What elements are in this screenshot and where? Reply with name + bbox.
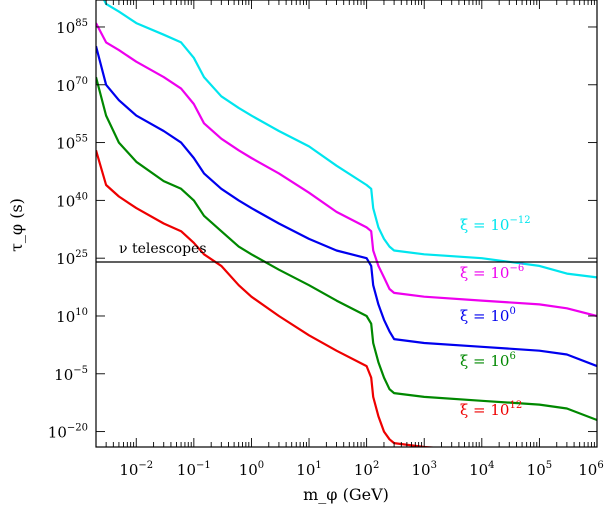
plot-border: [95, 0, 598, 448]
series-line: [96, 22, 597, 318]
series-line: [96, 149, 441, 447]
x-tick-label: 103: [411, 460, 436, 479]
y-tick-label: 1055: [56, 134, 88, 153]
series-label: ξ = 10−6: [460, 263, 524, 282]
y-tick-label: 1010: [56, 307, 88, 326]
x-tick-label: 101: [296, 460, 321, 479]
series-label: ξ = 100: [460, 306, 516, 325]
x-axis-ticks: 10−2 10−1 100 101 102 103 104 105 106: [95, 0, 604, 479]
x-tick-label: 10−2: [119, 460, 153, 479]
x-axis-label: m_φ (GeV): [303, 485, 389, 504]
x-tick-label: 10−1: [177, 460, 211, 479]
x-tick-label: 106: [578, 460, 603, 479]
series-label: ξ = 1012: [460, 400, 522, 419]
series-label: ξ = 10−12: [460, 215, 531, 234]
x-tick-label: 102: [354, 460, 379, 479]
y-tick-label: 10−5: [54, 365, 88, 384]
x-tick-label: 104: [469, 460, 494, 479]
y-tick-label: 1085: [56, 18, 88, 37]
x-tick-label: 105: [527, 460, 552, 479]
y-axis-ticks: 1085 1070 1055 1040 1025 1010 10−5 10−20: [48, 18, 597, 442]
series-line: [96, 76, 597, 422]
y-axis-label: τ_φ (s): [7, 198, 26, 252]
y-tick-label: 1025: [56, 249, 88, 268]
x-tick-label: 100: [239, 460, 264, 479]
series-line: [96, 45, 597, 368]
series-label: ξ = 106: [460, 351, 516, 370]
reference-line-group: ν telescopes: [96, 241, 597, 263]
curve-labels: ξ = 10−12 ξ = 10−6 ξ = 100 ξ = 106 ξ = 1012: [460, 215, 531, 419]
y-tick-label: 10−20: [48, 423, 88, 442]
series-line: [102, 0, 597, 279]
curves-layer: [96, 0, 597, 447]
nu-telescopes-label: ν telescopes: [119, 241, 207, 257]
y-tick-label: 1040: [56, 191, 88, 210]
plot-frame: [95, 0, 598, 448]
y-tick-label: 1070: [56, 76, 88, 95]
